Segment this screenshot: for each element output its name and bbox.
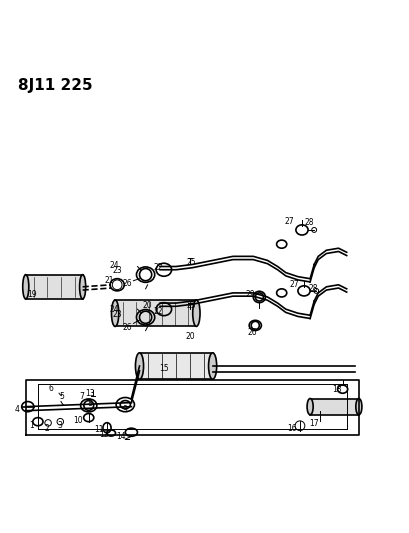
- Text: 18: 18: [332, 385, 341, 394]
- Ellipse shape: [307, 399, 313, 415]
- Text: 28: 28: [309, 284, 318, 293]
- Text: 26: 26: [123, 323, 132, 332]
- Ellipse shape: [135, 353, 144, 379]
- Text: 22: 22: [154, 308, 163, 317]
- Text: 28: 28: [305, 218, 314, 227]
- Text: 14: 14: [117, 432, 126, 441]
- Bar: [139, 353, 213, 379]
- Ellipse shape: [23, 274, 29, 299]
- Text: 7: 7: [79, 392, 84, 401]
- Text: 13: 13: [85, 389, 95, 398]
- Text: 25: 25: [187, 301, 196, 310]
- Text: 26: 26: [247, 328, 257, 337]
- Text: 8: 8: [88, 399, 92, 408]
- Ellipse shape: [112, 300, 119, 326]
- Bar: [310, 399, 359, 415]
- Text: 26: 26: [123, 279, 132, 288]
- Text: 6: 6: [49, 384, 54, 393]
- Text: 15: 15: [159, 364, 169, 373]
- Text: 4: 4: [14, 406, 19, 414]
- Text: 23: 23: [112, 310, 122, 319]
- Bar: [26, 274, 83, 299]
- Text: 9: 9: [123, 405, 128, 414]
- Text: 19: 19: [27, 289, 37, 298]
- Ellipse shape: [209, 353, 217, 379]
- Text: 2: 2: [45, 424, 49, 433]
- Text: 20: 20: [185, 332, 195, 341]
- Text: 24: 24: [110, 305, 119, 313]
- Text: 22: 22: [154, 263, 163, 272]
- Text: 23: 23: [112, 266, 122, 275]
- Text: 29: 29: [245, 289, 255, 298]
- Text: 24: 24: [110, 261, 119, 270]
- Text: 20: 20: [143, 301, 153, 310]
- Text: 17: 17: [309, 419, 319, 428]
- Text: 27: 27: [285, 216, 294, 225]
- Text: 3: 3: [58, 421, 63, 430]
- Text: 16: 16: [287, 424, 297, 433]
- Text: 21: 21: [104, 276, 114, 285]
- Ellipse shape: [356, 399, 362, 415]
- Text: 27: 27: [290, 280, 299, 289]
- Text: 8J11 225: 8J11 225: [18, 78, 92, 93]
- Ellipse shape: [193, 300, 200, 326]
- Ellipse shape: [80, 274, 85, 299]
- Text: 1: 1: [29, 421, 34, 430]
- Text: 25: 25: [187, 258, 196, 267]
- Text: 10: 10: [73, 416, 83, 425]
- Text: 5: 5: [59, 392, 64, 401]
- Bar: [115, 300, 196, 326]
- Text: 12: 12: [99, 430, 108, 439]
- Text: 11: 11: [94, 425, 103, 434]
